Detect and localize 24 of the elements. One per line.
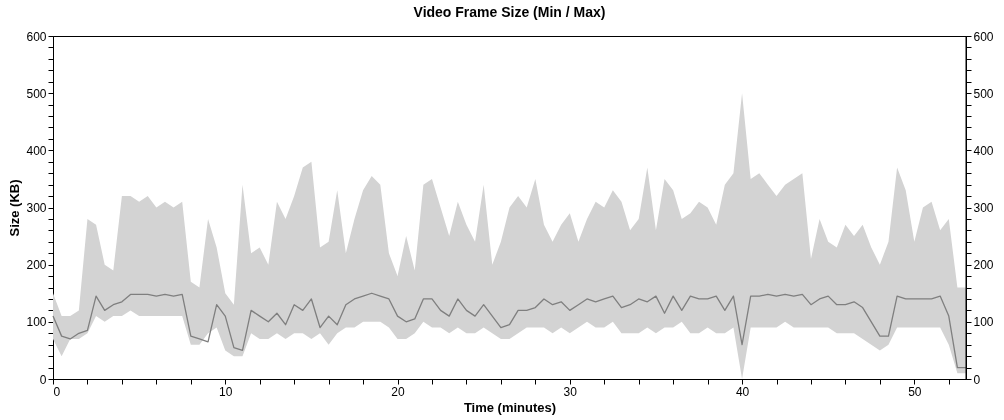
x-tick-label: 0 xyxy=(53,384,61,399)
y-axis-title: Size (KB) xyxy=(7,179,23,237)
line-series xyxy=(52,292,967,369)
y-tick-label: 200 xyxy=(26,258,47,273)
y-tick-label: 600 xyxy=(26,29,47,44)
y2-tick-label: 100 xyxy=(973,315,994,330)
y-tick-label: 500 xyxy=(26,86,47,101)
y-tick-label: 100 xyxy=(26,315,47,330)
x-tick-label: 10 xyxy=(219,384,233,399)
y2-tick-label: 500 xyxy=(973,86,994,101)
y-tick-label: 0 xyxy=(39,372,47,387)
y2-tick-label: 300 xyxy=(973,201,994,215)
x-axis-title: Time (minutes) xyxy=(463,399,557,415)
x-tick-label: 30 xyxy=(563,384,578,399)
y2-tick-label: 200 xyxy=(973,258,994,273)
y2-tick-label: 400 xyxy=(973,143,994,158)
y2-tick-label: 600 xyxy=(973,29,994,44)
x-tick-label: 50 xyxy=(908,384,922,399)
y-tick-label: 400 xyxy=(26,143,47,158)
y2-tick-label: 0 xyxy=(973,372,981,387)
x-tick-label: 20 xyxy=(391,384,406,399)
chart-title: Video Frame Size (Min / Max) xyxy=(413,4,606,20)
y-tick-label: 300 xyxy=(26,201,47,215)
x-tick-label: 40 xyxy=(735,384,750,399)
